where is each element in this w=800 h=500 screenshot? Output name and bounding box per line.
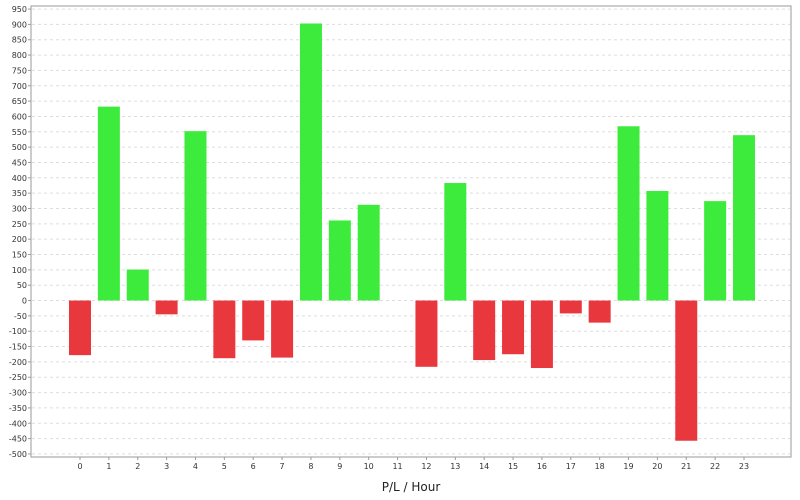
x-tick-label: 7 (280, 462, 285, 471)
y-tick-label: 900 (12, 20, 27, 29)
y-tick-label: 950 (12, 5, 27, 14)
y-tick-label: 50 (17, 281, 27, 290)
x-axis-ticks: 0 1 2 3 4 5 6 7 8 9 10 11 12 13 14 15 16 17 18 19 20 21 22 23 (77, 457, 749, 471)
x-tick-label: 21 (681, 462, 691, 471)
y-tick-label: 0 (22, 297, 27, 306)
bar-23 (733, 135, 756, 301)
y-tick-label: 400 (12, 174, 27, 183)
bar-15 (502, 300, 525, 355)
x-tick-label: 17 (566, 462, 576, 471)
y-tick-label: 550 (12, 128, 27, 137)
y-tick-label: 700 (12, 82, 27, 91)
y-tick-label: 500 (12, 143, 27, 152)
y-tick-label: -250 (9, 373, 27, 382)
x-tick-label: 20 (652, 462, 662, 471)
x-tick-label: 14 (479, 462, 489, 471)
x-tick-label: 22 (710, 462, 720, 471)
bar-3 (155, 300, 178, 315)
y-tick-label: -150 (9, 343, 27, 352)
y-tick-label: -500 (9, 450, 27, 459)
x-tick-label: 11 (392, 462, 402, 471)
x-tick-label: 9 (337, 462, 342, 471)
y-axis-ticks: -500-450-400-350-300-250-200-150-100-500… (9, 5, 31, 459)
x-tick-label: 8 (308, 462, 313, 471)
y-tick-label: 250 (12, 220, 27, 229)
bar-20 (646, 191, 669, 301)
x-tick-label: 5 (222, 462, 227, 471)
y-tick-label: 300 (12, 204, 27, 213)
y-tick-label: -350 (9, 404, 27, 413)
y-tick-label: 100 (12, 266, 27, 275)
y-tick-label: -100 (9, 327, 27, 336)
bar-2 (126, 269, 149, 301)
bar-6 (242, 300, 265, 341)
x-tick-label: 0 (77, 462, 82, 471)
x-tick-label: 1 (106, 462, 111, 471)
y-tick-label: 150 (12, 251, 27, 260)
x-tick-label: 6 (251, 462, 256, 471)
bar-7 (271, 300, 294, 358)
bar-13 (444, 183, 467, 301)
x-axis-label: P/L / Hour (382, 480, 441, 494)
y-tick-label: -50 (14, 312, 27, 321)
bar-12 (415, 300, 438, 367)
x-tick-label: 16 (537, 462, 547, 471)
y-tick-label: -300 (9, 389, 27, 398)
bar-5 (213, 300, 236, 359)
bar-16 (530, 300, 553, 369)
y-tick-label: 200 (12, 235, 27, 244)
bar-1 (97, 106, 120, 301)
y-tick-label: 650 (12, 97, 27, 106)
y-tick-label: 850 (12, 36, 27, 45)
bar-18 (588, 300, 611, 323)
y-tick-label: 750 (12, 66, 27, 75)
x-tick-label: 3 (164, 462, 169, 471)
bar-0 (69, 300, 91, 356)
bar-21 (675, 300, 698, 441)
x-tick-label: 12 (421, 462, 431, 471)
bar-14 (473, 300, 496, 361)
bar-4 (184, 131, 207, 301)
bar-9 (328, 220, 351, 301)
y-tick-label: 800 (12, 51, 27, 60)
x-tick-label: 2 (135, 462, 140, 471)
x-tick-label: 10 (364, 462, 374, 471)
bar-19 (617, 126, 640, 301)
x-tick-label: 23 (739, 462, 749, 471)
x-tick-label: 13 (450, 462, 460, 471)
y-tick-label: 600 (12, 112, 27, 121)
bar-8 (299, 23, 322, 301)
y-tick-label: -400 (9, 419, 27, 428)
y-tick-label: -200 (9, 358, 27, 367)
x-tick-label: 4 (193, 462, 198, 471)
bars (69, 23, 756, 441)
x-tick-label: 15 (508, 462, 518, 471)
bar-22 (704, 201, 727, 301)
y-tick-label: -450 (9, 435, 27, 444)
y-tick-label: 350 (12, 189, 27, 198)
y-tick-label: 450 (12, 158, 27, 167)
bar-10 (357, 204, 380, 301)
x-tick-label: 18 (595, 462, 605, 471)
grid-lines (32, 8, 790, 455)
x-tick-label: 19 (623, 462, 633, 471)
bar-17 (559, 300, 582, 314)
